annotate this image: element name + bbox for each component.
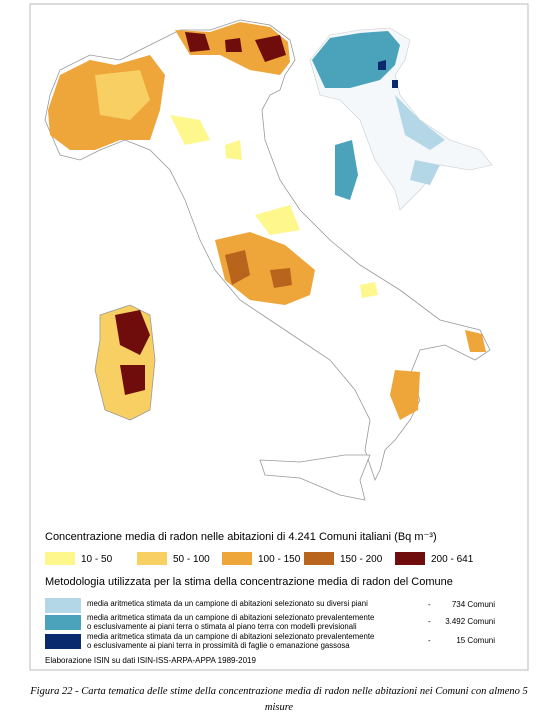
method-swatch: [45, 615, 81, 630]
caption-line: Figura 22 - Carta tematica delle stime d…: [29, 686, 528, 697]
zone-low: [170, 115, 378, 298]
legend-label: 200 - 641: [431, 554, 474, 565]
zone-sardinia-high: [115, 310, 150, 395]
inset-sardinia: [335, 140, 358, 200]
italy-map: [44, 19, 491, 501]
method-swatch: [45, 634, 81, 649]
legend-swatch: [395, 552, 425, 565]
sicily: [259, 454, 371, 501]
method-text: media aritmetica stimata da un campione …: [87, 599, 368, 608]
inset-map: [309, 27, 493, 211]
source-note: Elaborazione ISIN su dati ISIN-ISS-ARPA-…: [45, 656, 256, 665]
zone-lazio-high: [225, 250, 292, 288]
method-count: 734 Comuni: [452, 600, 495, 609]
legend-swatch: [45, 552, 75, 565]
legend-swatch: [304, 552, 334, 565]
caption-line: misure: [265, 702, 294, 713]
zone-calabria: [390, 370, 420, 420]
inset-faults: [378, 60, 398, 88]
zone-lombardy: [95, 70, 150, 120]
method-separator: -: [428, 636, 431, 645]
legend-swatch: [137, 552, 167, 565]
method-title: Metodologia utilizzata per la stima dell…: [45, 576, 453, 588]
zone-lazio: [215, 232, 315, 305]
inset-center: [395, 95, 445, 185]
legend-label: 50 - 100: [173, 554, 210, 565]
method-separator: -: [428, 617, 431, 626]
zone-salento: [465, 330, 486, 352]
legend: Concentrazione media di radon nelle abit…: [45, 531, 495, 665]
zone-umbria: [255, 205, 300, 235]
method-count: 3.492 Comuni: [445, 617, 495, 626]
legend-title: Concentrazione media di radon nelle abit…: [45, 531, 437, 543]
inset-north: [312, 31, 400, 88]
zone-high-ne: [185, 32, 286, 62]
legend-label: 10 - 50: [81, 554, 113, 565]
method-text: o esclusivamente ai piani terra in pross…: [87, 641, 350, 650]
method-count: 15 Comuni: [456, 636, 495, 645]
legend-label: 150 - 200: [340, 554, 383, 565]
method-text: o esclusivamente ai piani terra o stimat…: [87, 622, 357, 631]
legend-swatch: [222, 552, 252, 565]
legend-label: 100 - 150: [258, 554, 301, 565]
method-text: media aritmetica stimata da un campione …: [87, 632, 374, 641]
method-swatch: [45, 598, 81, 613]
method-separator: -: [428, 600, 431, 609]
method-text: media aritmetica stimata da un campione …: [87, 613, 374, 622]
